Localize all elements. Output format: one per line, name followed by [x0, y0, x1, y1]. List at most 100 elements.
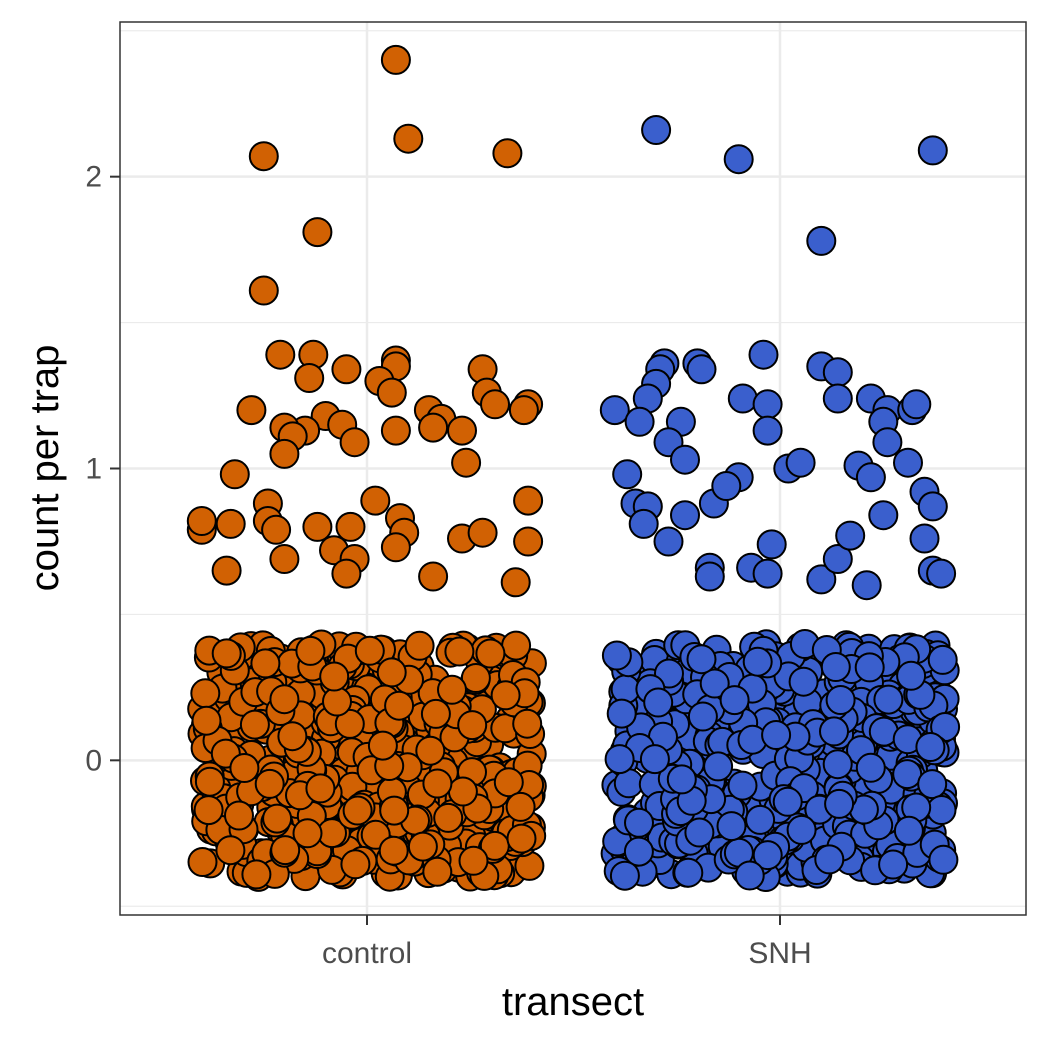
data-point: [501, 630, 532, 661]
data-point: [601, 640, 632, 671]
data-point: [191, 705, 222, 736]
data-point: [193, 795, 224, 826]
data-point: [610, 674, 641, 705]
data-point: [612, 459, 643, 490]
data-point: [437, 674, 467, 705]
y-tick-label: 1: [85, 453, 102, 486]
data-point: [835, 520, 866, 551]
data-point: [420, 698, 451, 729]
data-point: [814, 844, 845, 875]
data-point: [378, 835, 409, 866]
data-point: [500, 567, 531, 598]
data-point: [742, 646, 773, 677]
data-point: [745, 804, 776, 835]
data-point: [609, 860, 640, 891]
data-point: [822, 749, 853, 780]
data-point: [825, 685, 856, 715]
data-point: [194, 766, 225, 797]
data-point: [295, 635, 326, 666]
data-point: [624, 807, 654, 838]
data-point: [457, 710, 488, 741]
data-point: [305, 773, 336, 804]
data-point: [270, 835, 301, 866]
data-point: [673, 857, 704, 888]
data-point: [878, 849, 909, 880]
data-point: [460, 663, 491, 693]
data-point: [734, 860, 765, 891]
data-point: [872, 427, 903, 458]
y-axis-title: count per trap: [23, 345, 67, 592]
data-point: [339, 427, 370, 458]
data-point: [367, 730, 398, 761]
data-point: [262, 803, 293, 834]
data-point: [444, 636, 475, 667]
data-point: [380, 415, 411, 446]
axes: 0 1 2 control SNH: [85, 161, 811, 970]
data-point: [475, 638, 506, 669]
data-point: [873, 684, 904, 715]
data-point: [187, 847, 218, 877]
data-point: [917, 135, 948, 166]
data-point: [265, 339, 296, 370]
data-point: [376, 377, 407, 408]
data-point: [467, 517, 498, 548]
data-point: [415, 735, 446, 766]
data-point: [492, 138, 523, 169]
data-point: [752, 558, 783, 589]
data-point: [917, 491, 948, 522]
data-point: [250, 648, 281, 679]
data-point: [513, 526, 544, 557]
data-point: [761, 720, 792, 750]
data-point: [380, 44, 411, 75]
data-point: [719, 685, 750, 716]
data-point: [628, 508, 659, 539]
data-point: [322, 686, 352, 717]
data-point: [756, 529, 787, 560]
data-point: [785, 447, 816, 478]
data-point: [211, 555, 242, 586]
data-point: [666, 764, 697, 795]
data-point: [418, 561, 449, 592]
data-point: [643, 687, 674, 718]
data-point: [269, 438, 300, 469]
data-point: [806, 225, 837, 256]
data-point: [331, 558, 362, 589]
data-point: [433, 802, 464, 833]
data-point: [236, 395, 267, 426]
data-point: [239, 709, 270, 740]
data-point: [354, 635, 385, 666]
data-point: [909, 523, 940, 554]
data-point: [269, 544, 300, 574]
data-point: [490, 680, 521, 711]
data-point: [819, 716, 849, 747]
data-point: [229, 753, 260, 783]
data-point: [926, 558, 957, 589]
data-point: [822, 544, 853, 574]
data-point: [824, 788, 855, 819]
data-point: [926, 795, 957, 825]
data-point: [254, 768, 285, 799]
data-point: [292, 818, 323, 849]
data-point: [855, 462, 886, 493]
data-point: [458, 845, 489, 876]
data-point: [868, 500, 899, 531]
data-point: [334, 708, 365, 739]
data-point: [512, 708, 543, 739]
data-point: [772, 786, 803, 817]
data-point: [806, 564, 837, 595]
data-point: [513, 485, 544, 516]
data-point: [241, 859, 272, 890]
data-point: [723, 144, 754, 175]
data-point: [915, 732, 946, 762]
data-point: [294, 363, 325, 393]
x-axis-title: transect: [502, 980, 644, 1024]
data-point: [342, 795, 373, 826]
data-point: [505, 791, 536, 822]
data-point: [699, 668, 730, 699]
data-point: [892, 759, 923, 790]
data-point: [822, 357, 853, 388]
data-point: [422, 768, 453, 799]
data-point: [917, 769, 948, 800]
data-point: [927, 644, 958, 675]
